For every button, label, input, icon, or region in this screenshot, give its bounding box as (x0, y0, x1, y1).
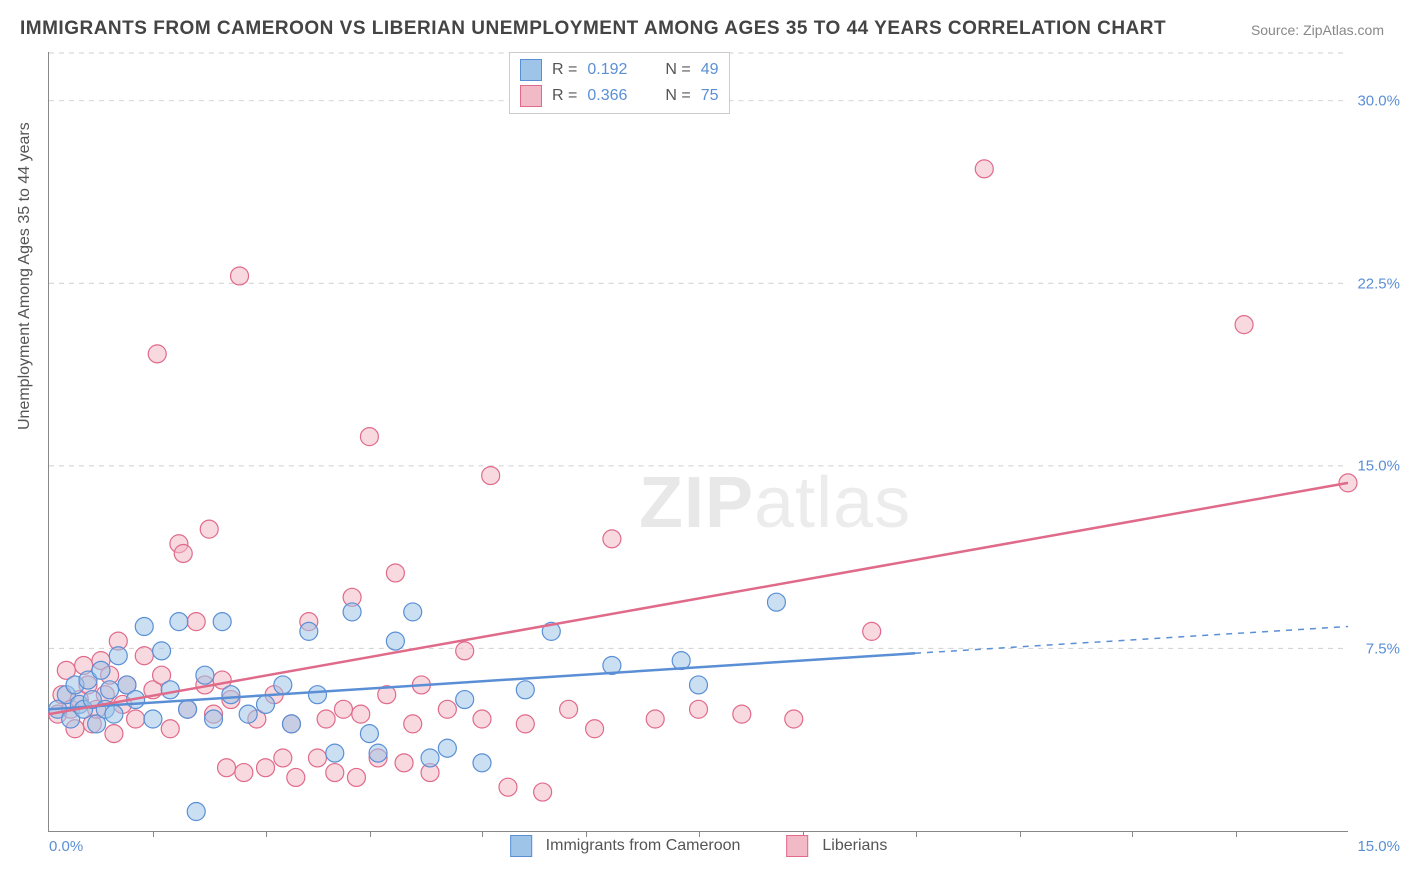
legend-swatch-cameroon (520, 59, 542, 81)
legend-label-cameroon: Immigrants from Cameroon (546, 837, 741, 855)
x-minor-tick (1020, 831, 1021, 837)
y-axis-label: Unemployment Among Ages 35 to 44 years (16, 122, 34, 430)
x-minor-tick (1132, 831, 1133, 837)
legend-swatch-liberians (520, 85, 542, 107)
legend-label-liberians: Liberians (822, 837, 887, 855)
x-minor-tick (916, 831, 917, 837)
chart-title: IMMIGRANTS FROM CAMEROON VS LIBERIAN UNE… (20, 18, 1166, 40)
y-tick-label: 7.5% (1366, 641, 1400, 658)
legend-series: Immigrants from Cameroon Liberians (510, 835, 888, 857)
x-minor-tick (153, 831, 154, 837)
x-minor-tick (1236, 831, 1237, 837)
n-label-2: N = (665, 87, 690, 105)
r-value-cameroon: 0.192 (587, 61, 627, 79)
legend-swatch-liberians-b (786, 835, 808, 857)
x-tick-max: 15.0% (1357, 838, 1400, 855)
legend-swatch-cameroon-b (510, 835, 532, 857)
x-minor-tick (266, 831, 267, 837)
legend-row-liberians: R = 0.366 N = 75 (520, 83, 719, 109)
scatter-svg (49, 52, 1348, 831)
x-minor-tick (482, 831, 483, 837)
r-label: R = (552, 61, 577, 79)
x-minor-tick (370, 831, 371, 837)
n-value-liberians: 75 (701, 87, 719, 105)
x-tick-min: 0.0% (49, 838, 83, 855)
plot-area: ZIPatlas 7.5%15.0%22.5%30.0% 0.0% 15.0% … (48, 52, 1348, 832)
y-tick-label: 15.0% (1357, 458, 1400, 475)
r-value-liberians: 0.366 (587, 87, 627, 105)
y-tick-label: 30.0% (1357, 92, 1400, 109)
r-label-2: R = (552, 87, 577, 105)
n-label: N = (665, 61, 690, 79)
n-value-cameroon: 49 (701, 61, 719, 79)
source-attribution: Source: ZipAtlas.com (1251, 22, 1384, 38)
legend-row-cameroon: R = 0.192 N = 49 (520, 57, 719, 83)
legend-stats-box: R = 0.192 N = 49 R = 0.366 N = 75 (509, 52, 730, 114)
y-tick-label: 22.5% (1357, 275, 1400, 292)
chart-container: IMMIGRANTS FROM CAMEROON VS LIBERIAN UNE… (0, 0, 1406, 892)
